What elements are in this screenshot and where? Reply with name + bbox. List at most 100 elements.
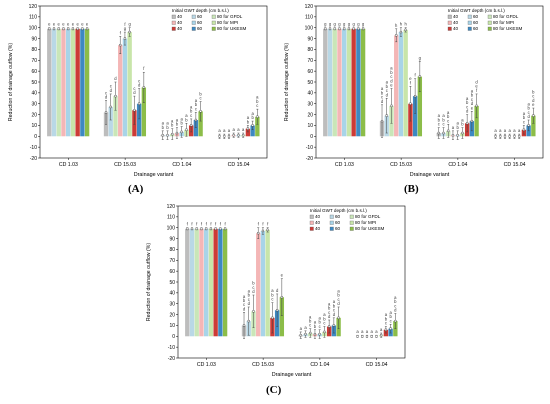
significance-label: b bbox=[271, 292, 274, 297]
significance-label: b bbox=[323, 316, 326, 321]
legend-swatch bbox=[467, 14, 472, 19]
mean-marker bbox=[451, 134, 455, 137]
legend-swatch bbox=[309, 220, 314, 225]
significance-label: f bbox=[415, 73, 417, 78]
mean-marker bbox=[52, 27, 56, 30]
x-tick-label: CD 1.04 bbox=[172, 162, 191, 168]
bar bbox=[208, 228, 214, 337]
significance-label: e bbox=[475, 84, 478, 89]
y-tick-label: 120 bbox=[305, 4, 314, 10]
significance-label: a bbox=[457, 121, 460, 126]
mean-marker bbox=[494, 135, 497, 138]
significance-label: b bbox=[394, 299, 397, 304]
legend-swatch bbox=[191, 14, 196, 19]
mean-marker bbox=[190, 124, 193, 127]
significance-label: a bbox=[248, 288, 251, 293]
bar bbox=[265, 229, 270, 337]
y-tick-label: 20 bbox=[169, 312, 175, 318]
bar bbox=[337, 28, 342, 137]
significance-label: b bbox=[309, 318, 312, 323]
significance-label: a bbox=[386, 80, 389, 85]
mean-marker bbox=[200, 227, 203, 230]
legend-title: Initial GWT depth (cm b.s.l.) bbox=[310, 208, 367, 213]
y-tick-label: 70 bbox=[31, 58, 37, 64]
significance-label: b bbox=[243, 298, 246, 303]
significance-label: a bbox=[228, 128, 231, 133]
y-tick-label: 10 bbox=[307, 123, 313, 129]
significance-label: c bbox=[333, 308, 335, 313]
mean-marker bbox=[205, 227, 208, 230]
significance-label: b bbox=[447, 114, 450, 119]
y-tick-label: -20 bbox=[306, 156, 313, 162]
bar bbox=[70, 28, 76, 137]
significance-label: a bbox=[166, 121, 169, 126]
bar bbox=[189, 228, 195, 337]
chart-a: -20 -10 0 10 20 30 40 50 60 70 80 90 100 110 120 Reduct… bbox=[8, 4, 268, 178]
significance-label: a bbox=[442, 113, 445, 118]
mean-marker bbox=[252, 310, 255, 313]
mean-marker bbox=[246, 127, 249, 130]
significance-label: d bbox=[471, 101, 474, 106]
significance-label: a bbox=[237, 127, 240, 132]
mean-marker bbox=[166, 134, 169, 137]
significance-label: c bbox=[323, 321, 325, 326]
x-tick-label: CD 15.04 bbox=[228, 162, 250, 168]
significance-label: a bbox=[371, 329, 374, 334]
mean-marker bbox=[394, 319, 397, 323]
significance-label: f bbox=[120, 30, 122, 35]
significance-label: a bbox=[438, 113, 441, 118]
mean-marker bbox=[109, 105, 112, 109]
bar bbox=[327, 28, 333, 137]
significance-label: d bbox=[252, 289, 255, 294]
significance-label: a bbox=[527, 101, 530, 106]
significance-label: c bbox=[528, 110, 530, 115]
bar bbox=[260, 230, 266, 337]
mean-marker bbox=[271, 316, 274, 319]
significance-label: b bbox=[181, 121, 184, 126]
legend-label: 40 bbox=[315, 214, 321, 219]
legend-swatch bbox=[211, 26, 216, 31]
significance-label: d bbox=[276, 288, 279, 293]
bar bbox=[56, 28, 61, 137]
panel-label-c: (C) bbox=[266, 384, 282, 396]
significance-label: c bbox=[328, 310, 330, 315]
significance-label: a bbox=[195, 98, 198, 103]
significance-label: e bbox=[72, 22, 75, 27]
significance-label: b bbox=[381, 90, 384, 95]
significance-label: a bbox=[243, 294, 246, 299]
significance-label: a bbox=[162, 121, 165, 126]
mean-marker bbox=[338, 27, 341, 30]
significance-label: b bbox=[185, 117, 188, 122]
bar bbox=[394, 35, 399, 137]
mean-marker bbox=[227, 135, 231, 138]
y-tick-label: 50 bbox=[31, 80, 37, 86]
legend-swatch bbox=[447, 20, 452, 25]
bar bbox=[346, 28, 352, 137]
significance-label: f bbox=[124, 22, 126, 27]
y-tick-label: 50 bbox=[307, 80, 313, 86]
mean-marker bbox=[475, 104, 478, 107]
significance-label: d bbox=[466, 109, 469, 114]
significance-label: d bbox=[337, 301, 340, 306]
y-tick-label: 80 bbox=[169, 247, 175, 253]
significance-label: b bbox=[251, 115, 254, 120]
y-axis-label: Reduction of drainage outflow (%) bbox=[8, 43, 14, 121]
mean-marker bbox=[276, 309, 279, 312]
y-tick-label: 60 bbox=[169, 269, 175, 275]
significance-label: g bbox=[362, 22, 365, 27]
significance-label: f bbox=[220, 222, 222, 227]
bar bbox=[47, 28, 52, 137]
y-tick-label: 0 bbox=[172, 334, 175, 340]
legend-swatch bbox=[191, 26, 196, 31]
legend-title: Initial GWT depth (cm b.s.l.) bbox=[448, 8, 505, 13]
significance-label: f bbox=[210, 222, 212, 227]
y-tick-label: 120 bbox=[167, 204, 176, 210]
significance-label: d bbox=[328, 314, 331, 319]
significance-label: d bbox=[105, 94, 108, 99]
significance-label: d bbox=[243, 306, 246, 311]
legend-label: 80 for GFDL bbox=[355, 214, 381, 219]
mean-marker bbox=[380, 334, 383, 337]
legend-swatch bbox=[349, 220, 354, 225]
bar bbox=[51, 28, 57, 137]
x-axis-label: Drainage variant bbox=[272, 372, 312, 378]
